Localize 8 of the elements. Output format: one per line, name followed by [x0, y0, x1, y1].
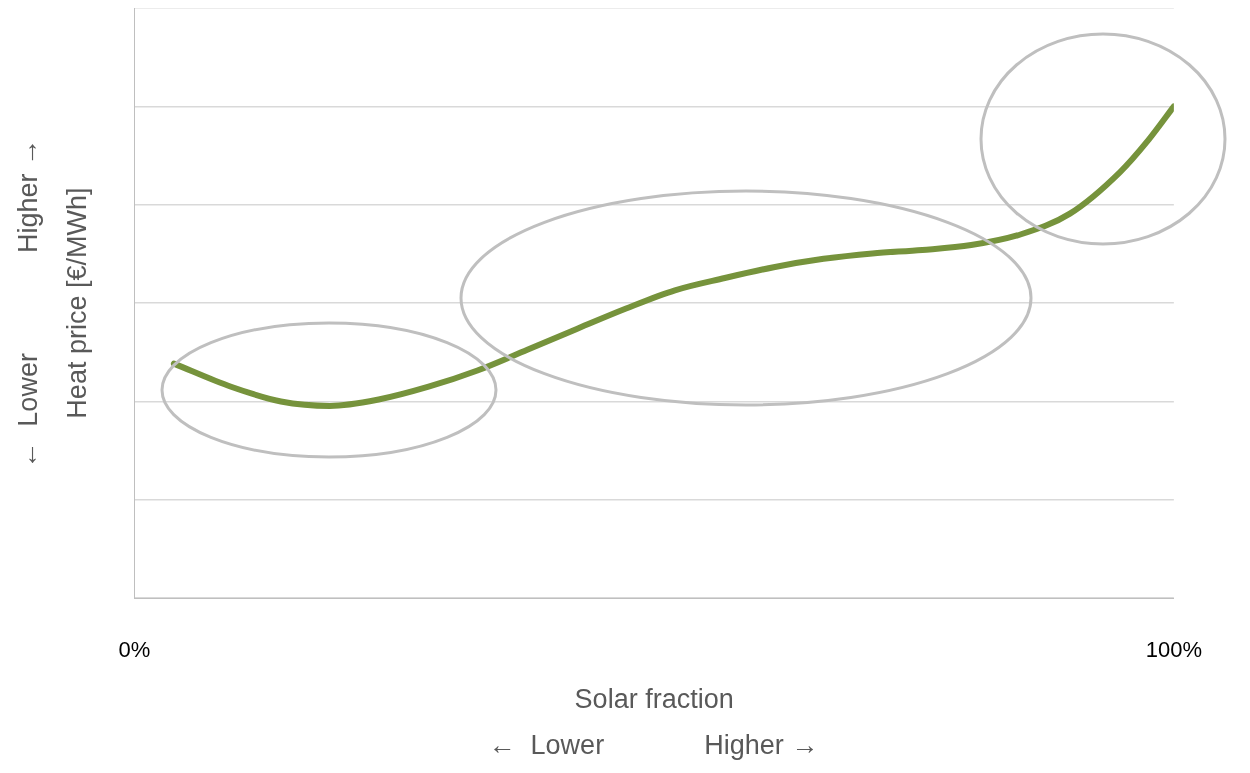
- x-tick-label: 0%: [118, 637, 151, 663]
- text: ← Lower: [13, 353, 44, 469]
- x-axis-title: Solar fraction: [574, 684, 734, 715]
- text: Higher →: [13, 139, 44, 254]
- x-tick-label: 100%: [1145, 637, 1203, 663]
- text: ← Lower: [488, 730, 605, 761]
- text: Higher →: [704, 730, 819, 761]
- y-axis-title: Heat price [€/MWh]: [61, 187, 92, 419]
